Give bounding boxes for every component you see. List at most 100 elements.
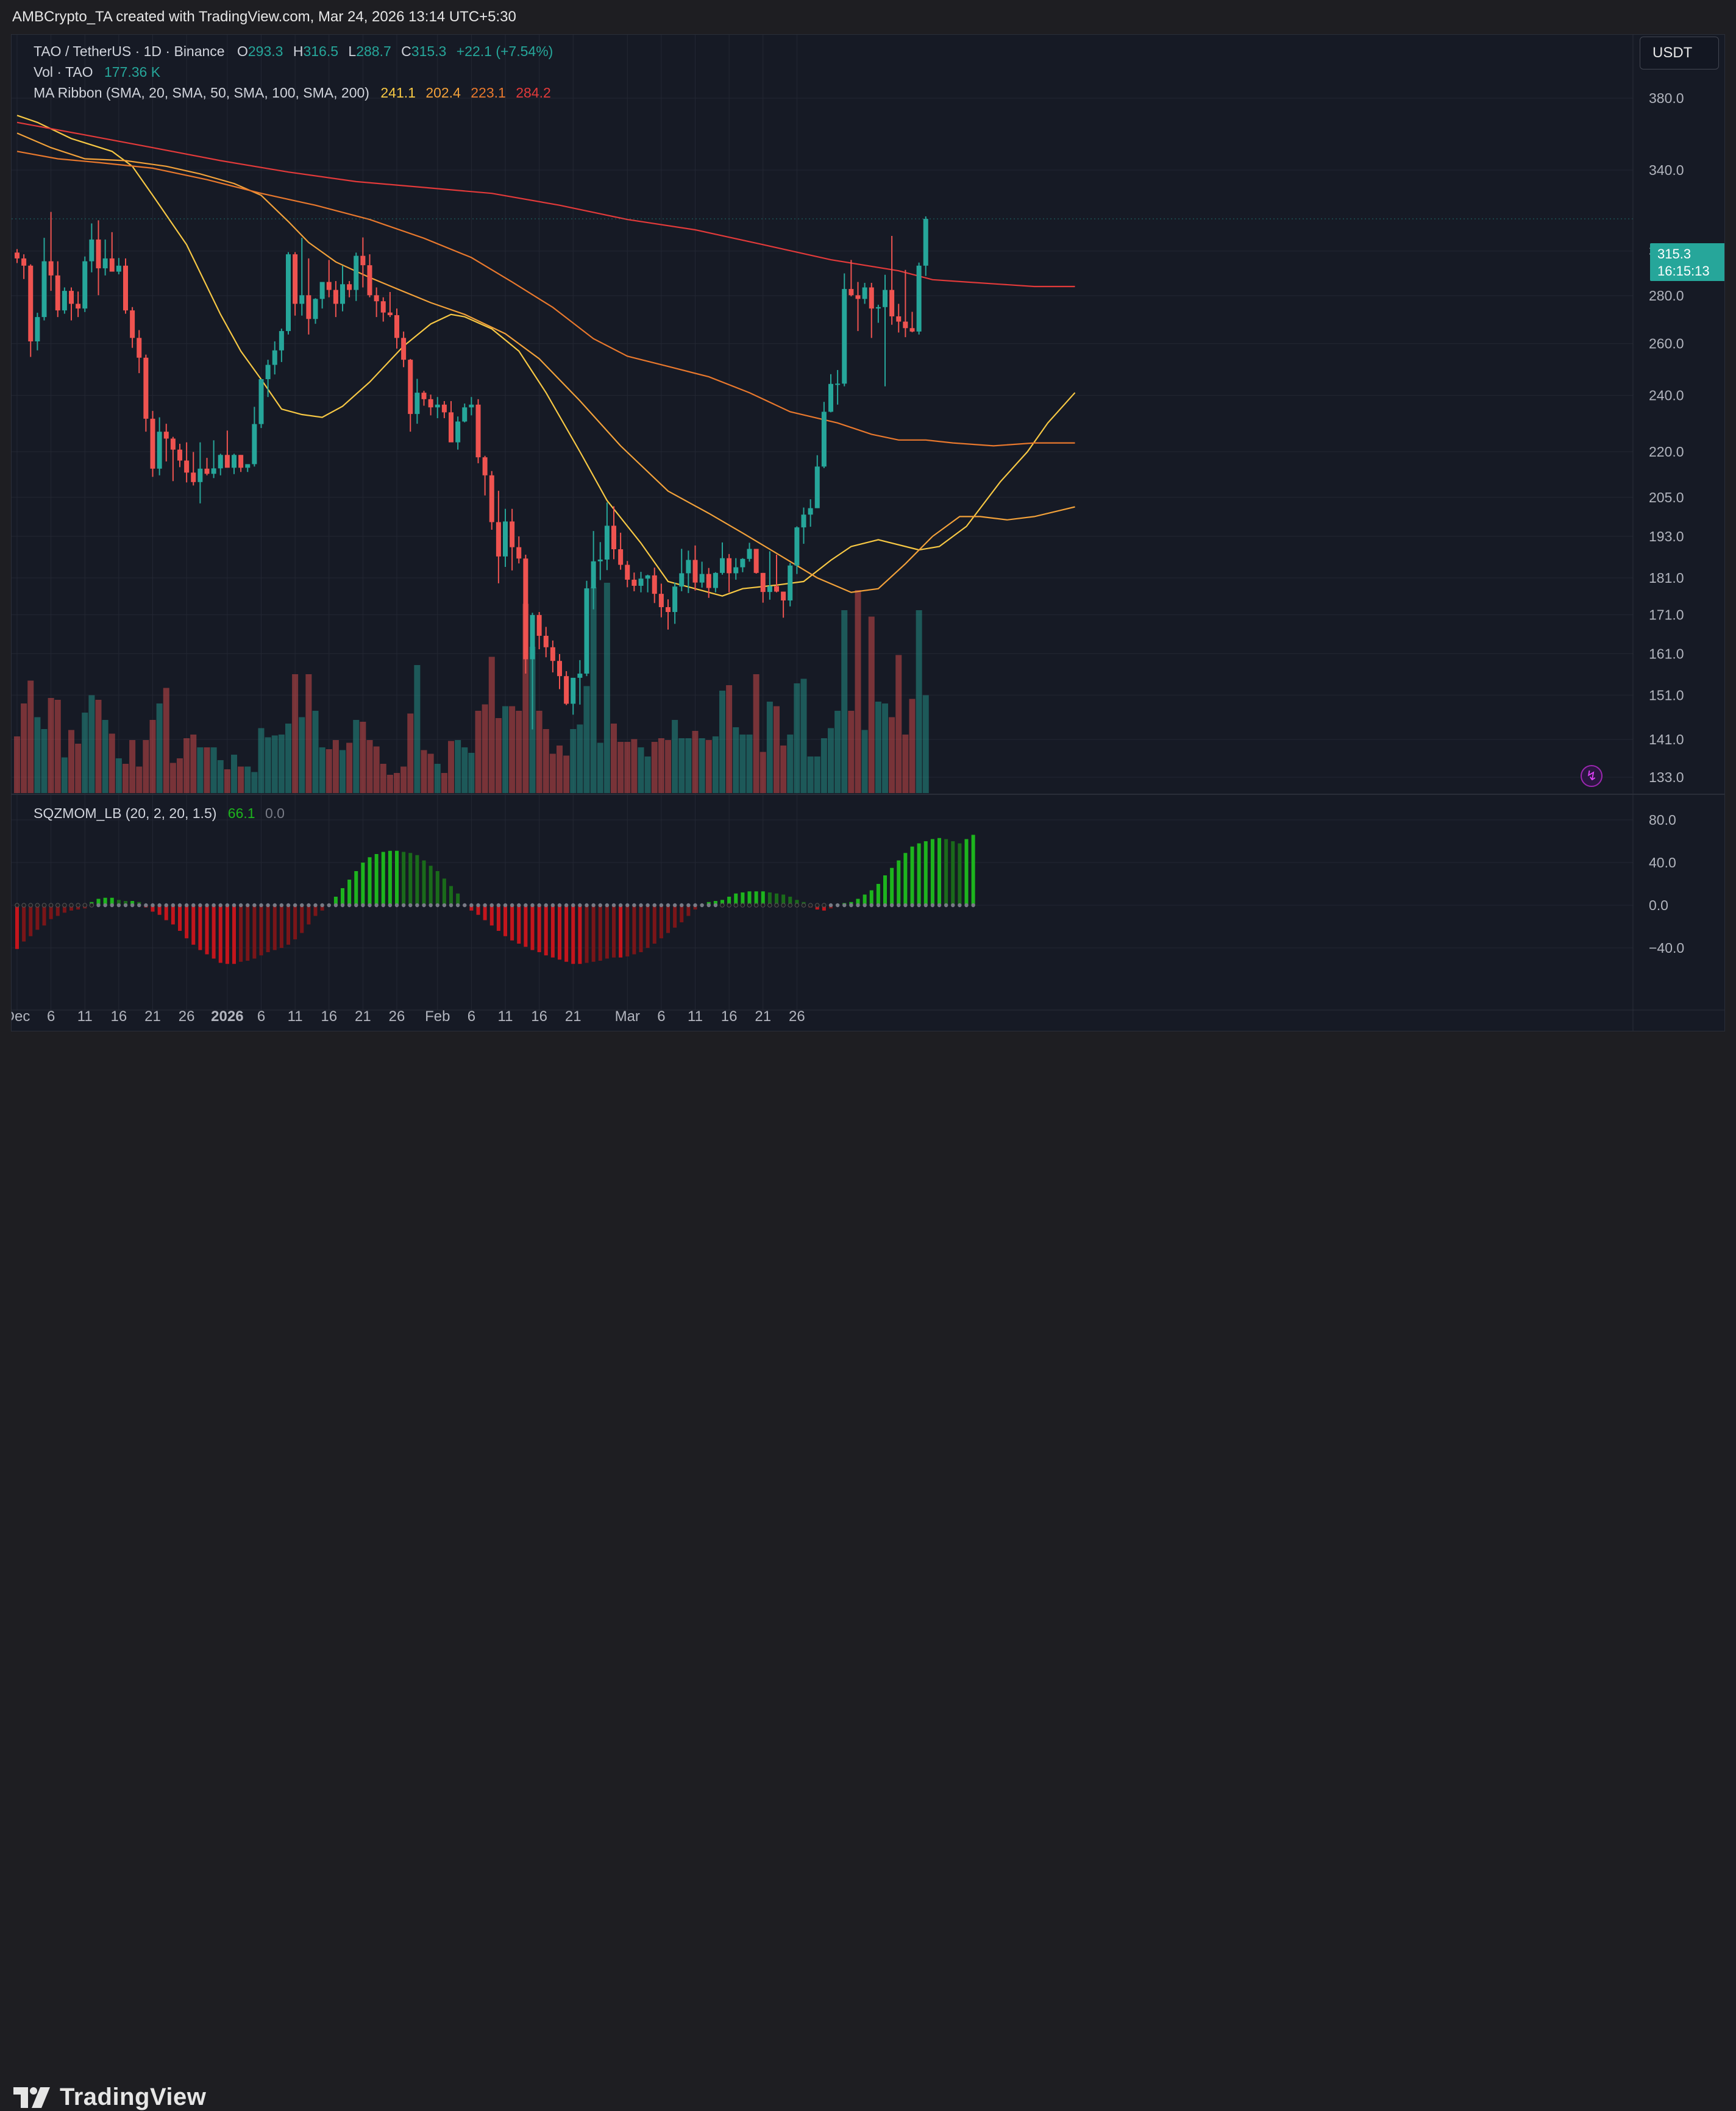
time-tick-label: 21 (755, 1008, 771, 1025)
candle (374, 287, 379, 318)
candle (218, 454, 223, 475)
volume-bar (183, 738, 190, 793)
volume-bar (692, 731, 699, 793)
squeeze-dot (503, 903, 508, 908)
alert-icon[interactable]: ↯ (1581, 765, 1603, 787)
volume-bar (278, 735, 285, 793)
volume-bar (739, 735, 746, 793)
volume-bar (258, 728, 265, 793)
candle-body (238, 455, 244, 468)
currency-button[interactable]: USDT (1640, 37, 1719, 69)
momentum-bar (741, 892, 745, 905)
candle-body (313, 299, 318, 319)
candle-body (449, 412, 454, 443)
candle-body (842, 289, 847, 384)
momentum-bar (42, 905, 46, 926)
volume-bar (332, 740, 339, 793)
volume-bar (678, 738, 685, 793)
volume-bar (861, 730, 868, 793)
legend-close-label: C (401, 43, 411, 59)
squeeze-dot (374, 903, 379, 908)
candle (462, 403, 468, 422)
legend-high-label: H (293, 43, 304, 59)
squeeze-dot (944, 903, 948, 908)
legend-symbol[interactable]: TAO / TetherUS · 1D · Binance (34, 43, 225, 59)
price-tick-label: 141.0 (1649, 732, 1684, 747)
momentum-bar (625, 905, 630, 956)
squeeze-dot (794, 903, 800, 908)
squeeze-dot (313, 903, 318, 908)
momentum-bar (442, 878, 446, 905)
candle-body (510, 521, 515, 547)
candle-body (319, 282, 325, 299)
squeeze-dot (89, 903, 94, 908)
volume-bar (95, 700, 102, 793)
momentum-bar (890, 867, 894, 905)
squeeze-dot (544, 903, 548, 908)
squeeze-dot (550, 903, 555, 908)
candle-body (733, 567, 739, 574)
candle-body (604, 525, 610, 560)
candle-body (666, 607, 671, 612)
candle (550, 640, 555, 673)
squeeze-dot (347, 903, 352, 908)
chart-frame[interactable]: 380.0340.0300.0280.0260.0240.0220.0205.0… (11, 34, 1725, 1031)
candle-body (401, 338, 407, 360)
momentum-bar (300, 905, 304, 933)
candle-body (177, 449, 182, 461)
time-tick-label: Mar (615, 1008, 640, 1025)
candle (435, 397, 440, 418)
candle (41, 238, 47, 321)
candle (503, 508, 508, 567)
legend-volume-label[interactable]: Vol · TAO (34, 64, 93, 80)
volume-bar (231, 755, 237, 793)
squeeze-dot (184, 903, 189, 908)
sqz-tick-label: 40.0 (1649, 855, 1676, 870)
tradingview-logo[interactable]: TradingView (13, 2084, 206, 2111)
momentum-bar (632, 905, 636, 955)
candle (286, 252, 291, 335)
time-tick-label: 21 (144, 1008, 161, 1025)
squeeze-dot (849, 903, 853, 908)
squeeze-dot (788, 903, 792, 908)
volume-bar (292, 674, 299, 793)
time-tick-label: Dec (12, 1008, 30, 1025)
squeeze-dot (300, 903, 304, 908)
candle (157, 417, 162, 475)
candle (109, 232, 115, 272)
candle-body (862, 287, 867, 299)
momentum-bar (876, 884, 880, 905)
candle (48, 212, 54, 291)
volume-bar (448, 741, 454, 793)
candle-body (380, 301, 386, 313)
legend-change: +22.1 (+7.54%) (456, 43, 553, 59)
candle (645, 574, 650, 593)
candle (401, 331, 407, 368)
legend-volume-value: 177.36 K (104, 64, 161, 80)
squeeze-dot (951, 903, 955, 908)
candle-body (753, 549, 759, 573)
momentum-bar (293, 905, 297, 939)
legend-ma100: 223.1 (471, 85, 506, 101)
candle-body (699, 574, 705, 583)
tradingview-logo-icon (13, 2087, 50, 2108)
squeeze-dot (151, 903, 155, 908)
volume-bar (841, 610, 848, 793)
momentum-bar (429, 866, 433, 905)
volume-bar (820, 738, 827, 793)
candle-body (814, 466, 820, 508)
legend-sqz-label[interactable]: SQZMOM_LB (20, 2, 20, 1.5) (34, 805, 217, 821)
momentum-bar (449, 886, 453, 905)
momentum-bar (964, 839, 969, 905)
momentum-bar (903, 853, 908, 905)
squeeze-dot (21, 903, 26, 908)
momentum-bar (788, 897, 792, 905)
candle-body (191, 472, 196, 482)
candle (130, 307, 135, 348)
candle (713, 572, 718, 593)
squeeze-dot (652, 903, 656, 908)
chart-canvas[interactable]: 380.0340.0300.0280.0260.0240.0220.0205.0… (12, 35, 1725, 1031)
legend-low: 288.7 (356, 43, 391, 59)
candle-body (41, 261, 47, 318)
legend-ma-label[interactable]: MA Ribbon (SMA, 20, SMA, 50, SMA, 100, S… (34, 85, 369, 101)
